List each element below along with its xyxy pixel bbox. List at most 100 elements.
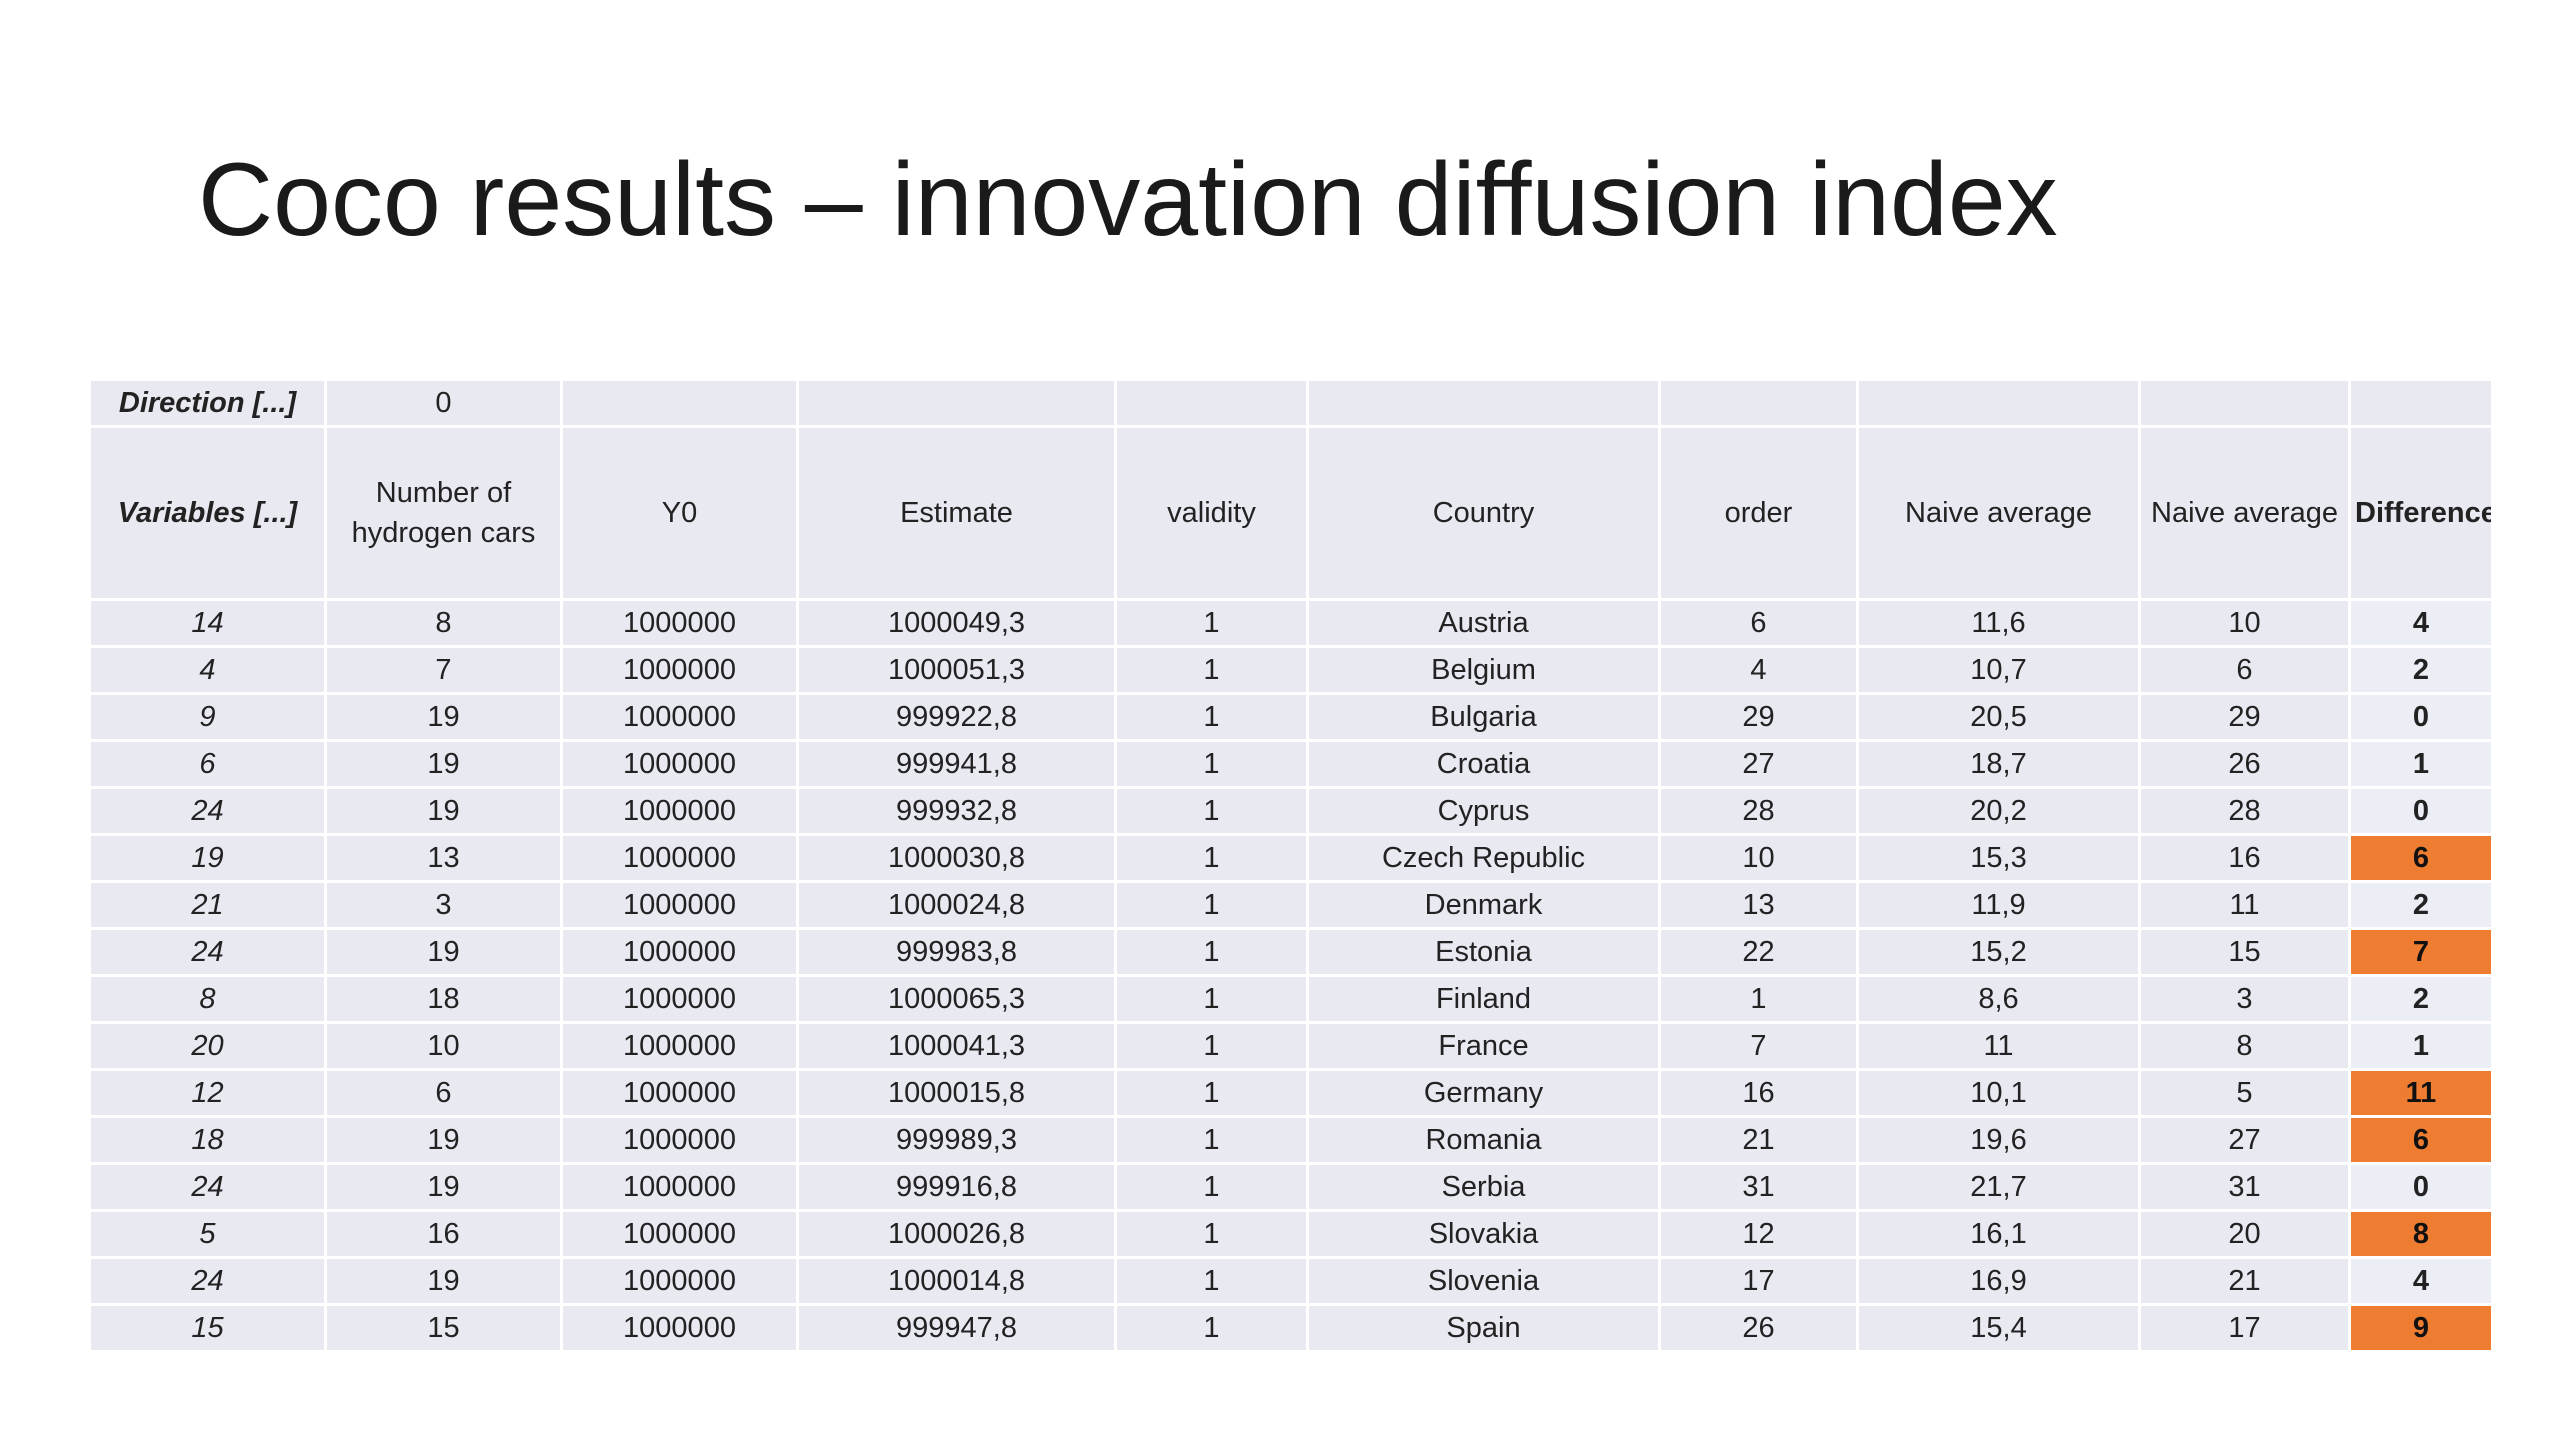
cell-hydrogen-cars: 19 — [324, 1162, 563, 1212]
cell-variables: 9 — [88, 692, 327, 742]
cell-naive-average-2: 20 — [2138, 1209, 2351, 1259]
cell-y0: 1000000 — [560, 1021, 799, 1071]
cell-validity: 1 — [1114, 739, 1309, 789]
cell-validity: 1 — [1114, 927, 1309, 977]
cell-variables: 15 — [88, 1303, 327, 1353]
cell-validity: 1 — [1114, 1115, 1309, 1165]
cell-country: Estonia — [1306, 927, 1661, 977]
cell-hydrogen-cars: 6 — [324, 1068, 563, 1118]
cell-y0: 1000000 — [560, 645, 799, 695]
results-table-container: Direction [...] 0 Variables [...] Number… — [88, 378, 2494, 1353]
cell-naive-average-1: 21,7 — [1856, 1162, 2141, 1212]
cell-estimate: 1000030,8 — [796, 833, 1117, 883]
cell-estimate: 1000026,8 — [796, 1209, 1117, 1259]
cell-validity: 1 — [1114, 786, 1309, 836]
table-row: 21 3 1000000 1000024,8 1 Denmark 13 11,9 11 2 — [88, 880, 2494, 930]
cell-estimate: 1000014,8 — [796, 1256, 1117, 1306]
cell-hydrogen-cars: 19 — [324, 927, 563, 977]
cell-variables: 5 — [88, 1209, 327, 1259]
cell-naive-average-2: 31 — [2138, 1162, 2351, 1212]
empty-cell — [560, 378, 799, 428]
cell-difference: 0 — [2348, 1162, 2494, 1212]
cell-country: France — [1306, 1021, 1661, 1071]
cell-estimate: 1000024,8 — [796, 880, 1117, 930]
cell-naive-average-2: 16 — [2138, 833, 2351, 883]
cell-hydrogen-cars: 15 — [324, 1303, 563, 1353]
cell-naive-average-1: 20,5 — [1856, 692, 2141, 742]
cell-y0: 1000000 — [560, 974, 799, 1024]
cell-y0: 1000000 — [560, 1115, 799, 1165]
cell-hydrogen-cars: 16 — [324, 1209, 563, 1259]
cell-estimate: 1000051,3 — [796, 645, 1117, 695]
cell-estimate: 999916,8 — [796, 1162, 1117, 1212]
cell-country: Czech Republic — [1306, 833, 1661, 883]
cell-variables: 6 — [88, 739, 327, 789]
cell-variables: 24 — [88, 786, 327, 836]
cell-hydrogen-cars: 19 — [324, 739, 563, 789]
cell-difference: 0 — [2348, 786, 2494, 836]
cell-difference: 0 — [2348, 692, 2494, 742]
cell-country: Croatia — [1306, 739, 1661, 789]
cell-difference: 8 — [2348, 1209, 2494, 1259]
cell-variables: 24 — [88, 927, 327, 977]
empty-cell — [1114, 378, 1309, 428]
cell-country: Slovakia — [1306, 1209, 1661, 1259]
cell-naive-average-1: 8,6 — [1856, 974, 2141, 1024]
cell-variables: 19 — [88, 833, 327, 883]
cell-order: 6 — [1658, 598, 1859, 648]
cell-variables: 24 — [88, 1162, 327, 1212]
cell-hydrogen-cars: 13 — [324, 833, 563, 883]
table-row: 19 13 1000000 1000030,8 1 Czech Republic 10 15,… — [88, 833, 2494, 883]
cell-validity: 1 — [1114, 880, 1309, 930]
cell-country: Spain — [1306, 1303, 1661, 1353]
table-row: 9 19 1000000 999922,8 1 Bulgaria 29 20,5 29 0 — [88, 692, 2494, 742]
cell-validity: 1 — [1114, 598, 1309, 648]
cell-order: 21 — [1658, 1115, 1859, 1165]
cell-validity: 1 — [1114, 692, 1309, 742]
cell-difference: 4 — [2348, 1256, 2494, 1306]
empty-cell — [1306, 378, 1661, 428]
cell-hydrogen-cars: 19 — [324, 1115, 563, 1165]
cell-naive-average-1: 15,2 — [1856, 927, 2141, 977]
cell-naive-average-1: 18,7 — [1856, 739, 2141, 789]
table-row: 14 8 1000000 1000049,3 1 Austria 6 11,6 10 4 — [88, 598, 2494, 648]
header-variables: Variables [...] — [88, 425, 327, 601]
cell-naive-average-2: 17 — [2138, 1303, 2351, 1353]
cell-difference: 2 — [2348, 645, 2494, 695]
cell-country: Austria — [1306, 598, 1661, 648]
table-row: 15 15 1000000 999947,8 1 Spain 26 15,4 17 9 — [88, 1303, 2494, 1353]
header-naive-average-2: Naive average — [2138, 425, 2351, 601]
cell-naive-average-2: 21 — [2138, 1256, 2351, 1306]
cell-country: Bulgaria — [1306, 692, 1661, 742]
table-row: 18 19 1000000 999989,3 1 Romania 21 19,6 27 6 — [88, 1115, 2494, 1165]
cell-y0: 1000000 — [560, 927, 799, 977]
cell-estimate: 1000049,3 — [796, 598, 1117, 648]
header-row: Variables [...] Number of hydrogen cars … — [88, 425, 2494, 601]
cell-naive-average-2: 8 — [2138, 1021, 2351, 1071]
cell-naive-average-1: 11,6 — [1856, 598, 2141, 648]
results-table: Direction [...] 0 Variables [...] Number… — [88, 378, 2494, 1353]
cell-y0: 1000000 — [560, 1256, 799, 1306]
table-row: 24 19 1000000 999916,8 1 Serbia 31 21,7 31 0 — [88, 1162, 2494, 1212]
cell-estimate: 999932,8 — [796, 786, 1117, 836]
cell-naive-average-2: 29 — [2138, 692, 2351, 742]
cell-naive-average-1: 16,9 — [1856, 1256, 2141, 1306]
cell-validity: 1 — [1114, 1256, 1309, 1306]
cell-naive-average-1: 15,4 — [1856, 1303, 2141, 1353]
empty-cell — [2138, 378, 2351, 428]
cell-hydrogen-cars: 10 — [324, 1021, 563, 1071]
cell-difference: 1 — [2348, 1021, 2494, 1071]
table-row: 24 19 1000000 1000014,8 1 Slovenia 17 16,9 21 4 — [88, 1256, 2494, 1306]
header-difference: Difference — [2348, 425, 2494, 601]
cell-estimate: 999922,8 — [796, 692, 1117, 742]
cell-naive-average-1: 20,2 — [1856, 786, 2141, 836]
cell-order: 12 — [1658, 1209, 1859, 1259]
cell-hydrogen-cars: 7 — [324, 645, 563, 695]
empty-cell — [1856, 378, 2141, 428]
cell-y0: 1000000 — [560, 1209, 799, 1259]
cell-order: 26 — [1658, 1303, 1859, 1353]
cell-validity: 1 — [1114, 833, 1309, 883]
header-validity: validity — [1114, 425, 1309, 601]
cell-hydrogen-cars: 3 — [324, 880, 563, 930]
table-row: 6 19 1000000 999941,8 1 Croatia 27 18,7 26 1 — [88, 739, 2494, 789]
